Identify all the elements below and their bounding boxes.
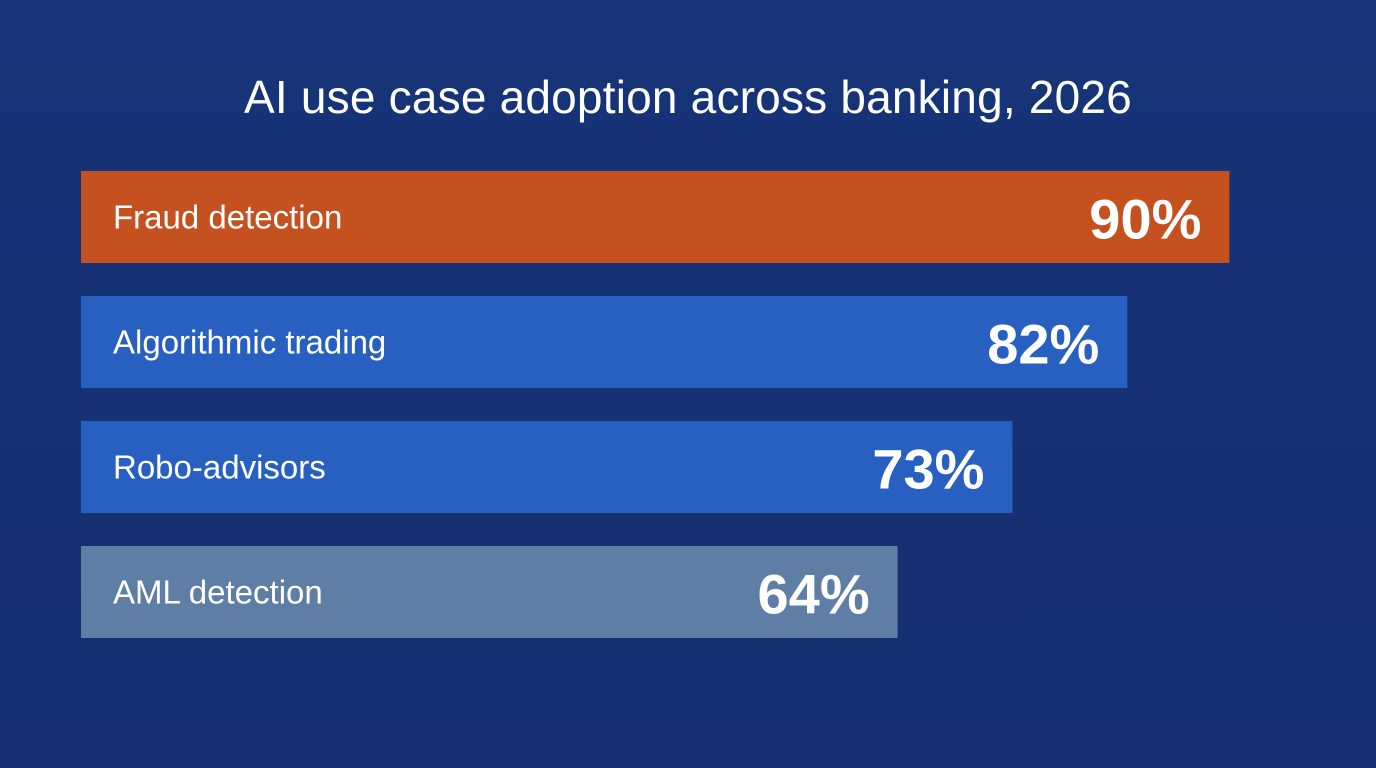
bar-algorithmic-trading: [81, 296, 1128, 388]
value-label-algorithmic-trading: 82%: [987, 313, 1099, 376]
bar-fraud-detection: [81, 171, 1230, 263]
value-label-fraud-detection: 90%: [1089, 188, 1201, 251]
bar-group-algorithmic-trading: Algorithmic trading 82%: [81, 296, 1128, 388]
bar-group-fraud-detection: Fraud detection 90%: [81, 171, 1230, 263]
chart-title: AI use case adoption across banking, 202…: [244, 71, 1132, 123]
value-label-robo-advisors: 73%: [872, 438, 984, 501]
category-label-robo-advisors: Robo-advisors: [113, 449, 326, 486]
category-label-aml-detection: AML detection: [113, 574, 323, 611]
bar-aml-detection: [81, 546, 898, 638]
bar-group-aml-detection: AML detection 64%: [81, 546, 898, 638]
bar-group-robo-advisors: Robo-advisors 73%: [81, 421, 1013, 513]
bar-robo-advisors: [81, 421, 1013, 513]
category-label-algorithmic-trading: Algorithmic trading: [113, 324, 386, 361]
value-label-aml-detection: 64%: [758, 563, 870, 626]
category-label-fraud-detection: Fraud detection: [113, 199, 342, 236]
